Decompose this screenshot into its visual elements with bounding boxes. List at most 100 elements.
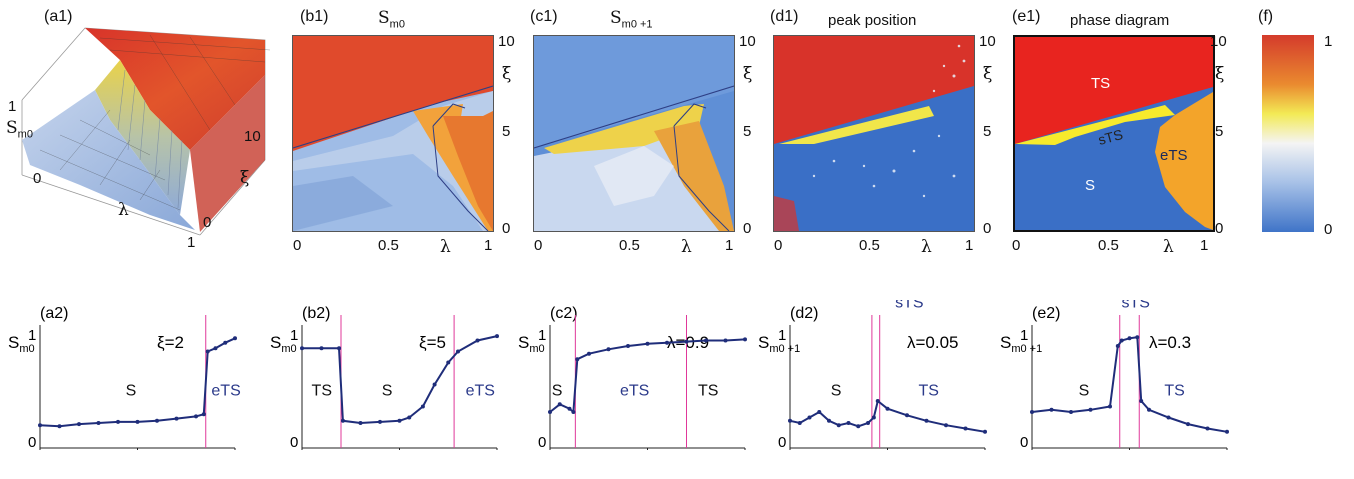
region-label-2-1: S (382, 383, 393, 400)
a1-z-label-sub: m0 (17, 128, 33, 141)
data-point-5-12 (1186, 422, 1190, 427)
data-point-1-1 (57, 424, 62, 429)
b1-title-sub: m0 (389, 18, 405, 31)
heatmap-b1-svg (293, 36, 493, 231)
c1-x-tick-1: 1 (725, 237, 734, 254)
b1-x-tick-0: 0 (293, 237, 302, 254)
y-tick-1-2: 1 (290, 327, 298, 344)
y-tick-0-5: 0 (1020, 434, 1028, 450)
data-point-3-11 (704, 338, 708, 343)
data-point-2-4 (358, 421, 363, 425)
c1-y-tick-0: 0 (743, 220, 752, 237)
region-label-3-1: eTS (620, 383, 649, 400)
colorbar-min-label: 0 (1324, 221, 1333, 238)
y-axis-label-4: Sm0 +1 (758, 333, 800, 355)
e1-y-tick-5: 5 (1215, 123, 1224, 140)
param-label-2: ξ=5 (419, 333, 446, 352)
y-tick-1-1: 1 (28, 327, 36, 344)
data-point-4-7 (856, 424, 861, 429)
region-label-3-2: TS (698, 383, 718, 400)
region-label-5-1: sTS (1122, 300, 1150, 312)
b1-x-tick-1: 1 (484, 237, 493, 254)
data-series-4 (789, 399, 986, 433)
data-point-5-0 (1030, 410, 1034, 414)
b1-x-label: λ (440, 237, 451, 257)
d1-y-tick-0: 0 (983, 220, 992, 237)
heatmap-d1 (773, 35, 975, 232)
region-label-5-0: S (1079, 383, 1090, 400)
data-point-3-2 (567, 406, 572, 411)
y-tick-0-1: 0 (28, 434, 36, 450)
data-point-5-13 (1205, 426, 1210, 431)
region-label-5-2: TS (1164, 383, 1184, 400)
e1-x-label: λ (1163, 237, 1174, 257)
surface-plot-a1 (21, 27, 271, 236)
panel-label-e1: (e1) (1012, 8, 1041, 25)
panel-label-f: (f) (1258, 8, 1274, 25)
d1-x-label: λ (921, 237, 932, 257)
data-point-3-8 (645, 341, 650, 346)
data-point-1-9 (201, 412, 206, 417)
data-point-1-11 (213, 346, 218, 351)
c1-x-tick-0: 0 (534, 237, 543, 254)
d1-y-tick-5: 5 (983, 123, 992, 140)
data-point-5-11 (1166, 415, 1171, 420)
region-label-3-0: S (552, 383, 563, 400)
region-label-s: S (1085, 177, 1096, 194)
e1-x-tick-1: 1 (1200, 237, 1209, 254)
data-series-3 (549, 338, 746, 415)
panel-label-d1: (d1) (770, 8, 799, 25)
data-point-2-6 (397, 418, 402, 423)
b1-title: Sm0 (378, 8, 405, 30)
y-axis-label-1: Sm0 (8, 333, 35, 355)
data-point-1-4 (116, 419, 120, 424)
data-point-4-3 (817, 410, 822, 414)
line-plot-5: (e2)Sm0 +1λ=0.31000.51ξSsTSTS (1000, 300, 1229, 450)
data-point-4-13 (924, 418, 929, 423)
data-point-1-7 (174, 416, 179, 421)
d1-title: peak position (828, 12, 917, 29)
c1-y-tick-10: 10 (739, 33, 756, 50)
colorbar-max-label: 1 (1324, 33, 1333, 50)
data-point-5-6 (1119, 338, 1124, 343)
data-point-2-8 (420, 404, 425, 409)
data-point-2-7 (407, 415, 412, 420)
data-point-3-5 (587, 351, 591, 356)
y-axis-label-3: Sm0 (518, 333, 545, 355)
e1-x-tick-0: 0 (1012, 237, 1021, 254)
heatmap-b1 (292, 35, 494, 232)
data-point-5-14 (1225, 429, 1229, 434)
data-point-5-2 (1069, 410, 1073, 414)
b1-y-tick-0: 0 (502, 220, 511, 237)
data-point-1-3 (96, 421, 101, 425)
param-label-5: λ=0.3 (1149, 333, 1191, 352)
data-point-5-1 (1049, 407, 1054, 412)
data-point-5-9 (1139, 399, 1144, 403)
region-label-4-0: S (831, 383, 842, 400)
c1-title: Sm0 +1 (610, 8, 653, 30)
a1-z-label-text: S (6, 118, 18, 138)
a1-z-tick-1: 1 (8, 98, 17, 115)
y-axis-label-2: Sm0 (270, 333, 297, 355)
heatmap-c1 (533, 35, 735, 232)
data-point-1-12 (223, 340, 228, 345)
data-point-3-0 (548, 410, 552, 414)
heatmap-c1-svg (534, 36, 734, 231)
d1-x-tick-0: 0 (774, 237, 783, 254)
data-point-5-5 (1115, 344, 1120, 348)
param-label-4: λ=0.05 (907, 333, 959, 352)
c1-y-label: ξ (743, 64, 753, 84)
a1-z-label: Sm0 (6, 118, 33, 140)
b1-title-text: S (378, 8, 390, 28)
data-point-1-5 (135, 419, 140, 424)
region-label-4-1: sTS (895, 300, 923, 312)
panel-label-bottom-4: (d2) (790, 305, 818, 322)
e1-title: phase diagram (1070, 12, 1170, 29)
data-point-2-12 (475, 338, 480, 343)
y-tick-0-4: 0 (778, 434, 786, 450)
data-point-4-8 (866, 421, 870, 425)
data-point-4-16 (983, 429, 987, 434)
